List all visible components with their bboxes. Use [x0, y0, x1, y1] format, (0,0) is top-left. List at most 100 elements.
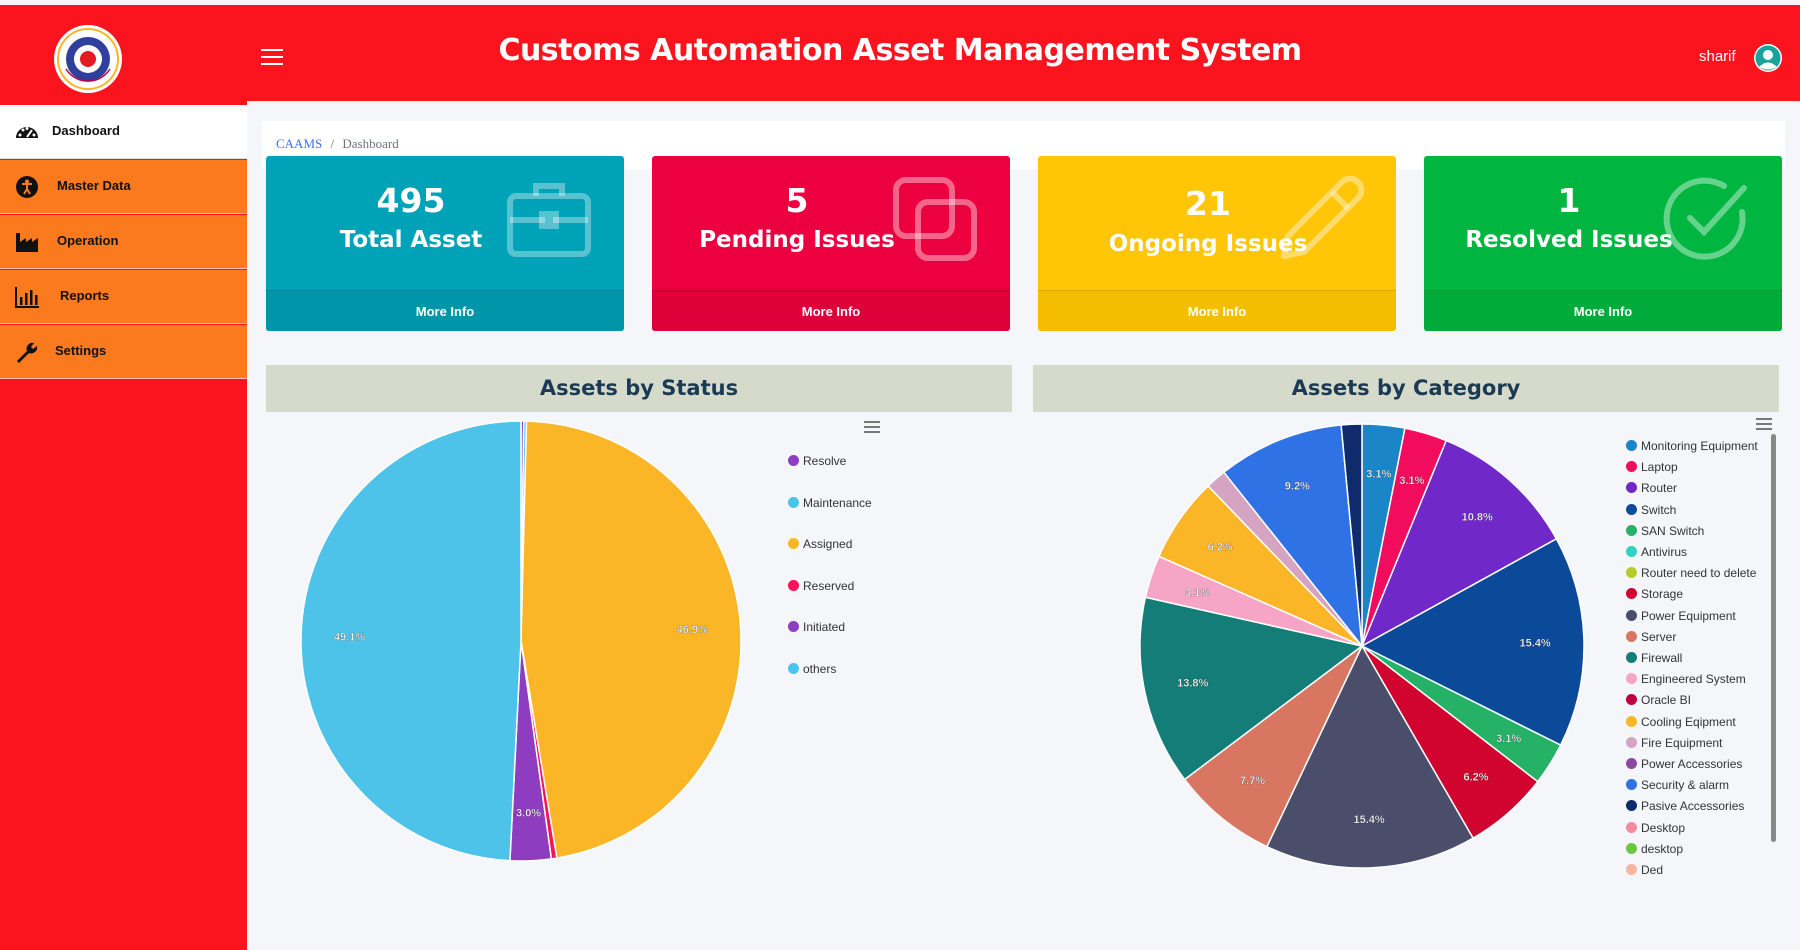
legend-label: Maintenance — [803, 495, 872, 510]
legend-item[interactable]: Initiated — [788, 620, 845, 634]
pie-slice[interactable] — [300, 420, 522, 862]
legend-item[interactable]: Storage — [1626, 587, 1683, 601]
sidebar-item-label: Reports — [60, 288, 110, 303]
assets-by-status-pie: 46.9% 3.0% 49.1% — [300, 420, 742, 862]
dashboard-gauge-icon — [16, 127, 38, 138]
ongoing-issues-label: Ongoing Issues — [1108, 231, 1308, 257]
legend-label: Security & alarm — [1641, 778, 1730, 793]
wrench-icon — [17, 342, 38, 363]
legend-label: Power Accessories — [1641, 757, 1743, 771]
legend-item[interactable]: Router — [1626, 481, 1677, 495]
legend-label: desktop — [1641, 841, 1684, 856]
legend-marker — [1626, 546, 1637, 557]
legend-item[interactable]: Security & alarm — [1626, 778, 1729, 792]
pie-data-label: 3.1% — [1399, 475, 1424, 487]
legend-item[interactable]: Maintenance — [788, 496, 872, 510]
pie-data-label: 3.1% — [1366, 469, 1391, 481]
pending-issues-card: 5 Pending Issues More Info — [652, 156, 1010, 331]
pie-slice[interactable] — [1360, 537, 1585, 747]
legend-item[interactable]: Power Accessories — [1626, 757, 1742, 771]
legend-item[interactable]: Pasive Accessories — [1626, 799, 1744, 813]
category-chart-menu-icon[interactable] — [1756, 418, 1772, 430]
legend-label: Initiated — [803, 620, 846, 634]
legend-item[interactable]: Server — [1626, 630, 1676, 644]
legend-item[interactable]: SAN Switch — [1626, 524, 1704, 538]
pie-slice[interactable] — [1340, 423, 1363, 647]
total-asset-more-info-link[interactable]: More Info — [266, 290, 624, 331]
menu-toggle-icon[interactable] — [261, 49, 283, 65]
pie-slice[interactable] — [1183, 645, 1363, 848]
legend-marker — [1626, 588, 1637, 600]
sidebar-item-dashboard[interactable]: Dashboard — [0, 105, 247, 159]
resolved-issues-value: 1 — [1557, 181, 1581, 220]
legend-marker — [1626, 736, 1637, 748]
ongoing-issues-more-info-link[interactable]: More Info — [1038, 290, 1396, 331]
legend-item[interactable]: Firewall — [1626, 651, 1682, 665]
copy-icon — [893, 177, 977, 261]
legend-item[interactable]: Ded — [1626, 863, 1663, 877]
legend-item[interactable]: Oracle BI — [1626, 693, 1691, 707]
legend-label: Power Equipment — [1641, 608, 1736, 623]
legend-scrollbar[interactable] — [1771, 434, 1776, 842]
legend-item[interactable]: Desktop — [1626, 821, 1685, 835]
pie-data-label: 15.4% — [1520, 637, 1551, 649]
user-avatar-icon[interactable] — [1753, 43, 1783, 73]
legend-label: Ded — [1641, 863, 1664, 877]
assets-by-category-title: Assets by Category — [1033, 365, 1779, 412]
legend-label: Oracle BI — [1641, 693, 1692, 708]
legend-item[interactable]: Engineered System — [1626, 672, 1746, 686]
pie-slice[interactable] — [1360, 439, 1558, 648]
total-asset-card: 495 Total Asset More Info — [266, 156, 624, 331]
legend-item[interactable]: desktop — [1626, 842, 1683, 856]
legend-item[interactable]: Resolve — [788, 454, 846, 468]
sidebar-item-operation[interactable]: Operation — [0, 215, 247, 269]
legend-marker — [788, 538, 799, 549]
customs-logo[interactable] — [54, 25, 122, 93]
user-name[interactable]: sharif — [1699, 48, 1736, 65]
legend-item[interactable]: Reserved — [788, 579, 854, 593]
legend-item[interactable]: Power Equipment — [1626, 609, 1736, 623]
resolved-issues-more-info-link[interactable]: More Info — [1424, 290, 1782, 331]
pie-slice[interactable] — [1222, 424, 1363, 649]
sidebar-item-label: Operation — [57, 233, 119, 248]
legend-marker — [1626, 864, 1637, 875]
legend-label: Storage — [1641, 587, 1684, 602]
pending-issues-more-info-link[interactable]: More Info — [652, 290, 1010, 331]
legend-label: Pasive Accessories — [1641, 799, 1745, 814]
pencil-icon — [1281, 175, 1365, 259]
legend-label: Antivirus — [1641, 545, 1688, 559]
legend-item[interactable]: Cooling Eqipment — [1626, 715, 1736, 729]
legend-item[interactable]: Router need to delete — [1626, 566, 1756, 580]
legend-label: Reserved — [803, 578, 855, 593]
legend-item[interactable]: Laptop — [1626, 460, 1678, 474]
legend-marker — [788, 496, 799, 508]
pie-data-label: 3.0% — [516, 807, 541, 819]
legend-marker — [788, 621, 799, 632]
legend-marker — [1626, 652, 1637, 663]
sidebar: Dashboard Master Data Operation Reports … — [0, 101, 247, 950]
legend-item[interactable]: Fire Equipment — [1626, 736, 1722, 750]
bar-chart-icon — [15, 287, 39, 308]
legend-item[interactable]: Antivirus — [1626, 545, 1687, 559]
pie-slice[interactable] — [1139, 596, 1364, 781]
legend-label: Engineered System — [1641, 672, 1746, 687]
legend-item[interactable]: Monitoring Equipment — [1626, 439, 1758, 453]
legend-label: Switch — [1641, 502, 1677, 517]
sidebar-item-reports[interactable]: Reports — [0, 270, 247, 324]
sidebar-item-master-data[interactable]: Master Data — [0, 160, 247, 214]
legend-label: Fire Equipment — [1641, 735, 1723, 750]
factory-icon — [16, 233, 38, 252]
legend-item[interactable]: others — [788, 662, 836, 676]
status-chart-menu-icon[interactable] — [864, 421, 880, 433]
sidebar-item-settings[interactable]: Settings — [0, 325, 247, 379]
pie-slice[interactable] — [520, 420, 742, 859]
pie-slice[interactable] — [1265, 644, 1475, 869]
legend-label: others — [803, 661, 837, 676]
legend-item[interactable]: Assigned — [788, 537, 852, 551]
sidebar-item-label: Settings — [55, 343, 107, 358]
legend-item[interactable]: Switch — [1626, 503, 1676, 517]
legend-label: Resolve — [803, 454, 847, 468]
breadcrumb-root-link[interactable]: CAAMS — [276, 136, 323, 151]
pie-data-label: 15.4% — [1353, 814, 1384, 826]
legend-label: Assigned — [803, 537, 853, 551]
